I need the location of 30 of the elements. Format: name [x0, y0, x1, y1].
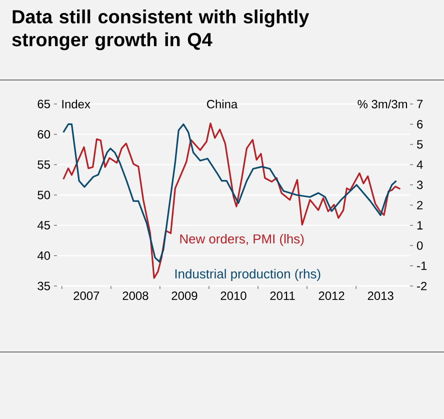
y-axis-title: Index [62, 100, 90, 108]
y-tick-label: 55 [38, 160, 50, 169]
x-tick-label: 2012 [318, 292, 344, 300]
y2-tick-label: 3 [416, 180, 423, 190]
y-tick-label: 50 [38, 190, 50, 200]
y2-axis-title: % 3m/3m [358, 100, 408, 108]
y2-tick-label: 2 [417, 200, 423, 210]
x-tick-label: 2010 [220, 292, 246, 300]
y-tick-label: 65 [38, 100, 50, 108]
y-tick-label: 35 [38, 282, 50, 290]
chart-title: Data still consistent with slightly stronger growth in Q4 [12, 10, 310, 50]
x-tick-label: 2007 [74, 292, 100, 300]
y2-tick-label: 4 [416, 160, 423, 169]
x-tick-label: 2013 [368, 292, 394, 300]
y2-tick-label: 0 [416, 241, 423, 250]
y2-tick-label: -2 [417, 282, 427, 290]
series-label: New orders, PMI (lhs) [180, 234, 304, 246]
y-tick-label: 40 [37, 251, 50, 260]
y-tick-label: 60 [38, 130, 50, 139]
x-tick-label: 2008 [122, 292, 148, 300]
chart-subtitle: China [206, 100, 238, 108]
series-label: Industrial production (rhs) [175, 268, 320, 282]
x-tick-label: 2009 [172, 292, 198, 300]
x-tick-label: 2011 [270, 292, 295, 300]
y2-tick-label: -1 [417, 262, 427, 270]
y2-tick-label: 6 [417, 120, 423, 128]
y2-tick-label: 5 [417, 140, 423, 149]
y-tick-label: 45 [37, 221, 50, 230]
y2-tick-label: 1 [417, 221, 423, 230]
y2-tick-label: 7 [417, 100, 423, 108]
